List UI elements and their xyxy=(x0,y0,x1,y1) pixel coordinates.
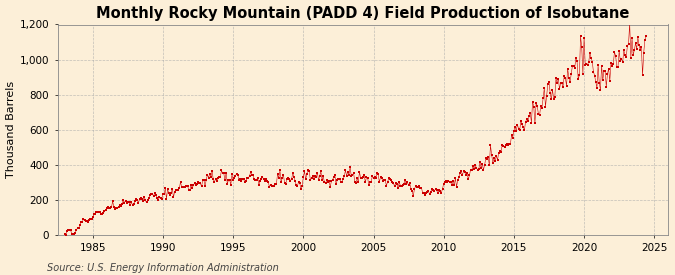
Text: Source: U.S. Energy Information Administration: Source: U.S. Energy Information Administ… xyxy=(47,263,279,273)
Title: Monthly Rocky Mountain (PADD 4) Field Production of Isobutane: Monthly Rocky Mountain (PADD 4) Field Pr… xyxy=(97,6,630,21)
Y-axis label: Thousand Barrels: Thousand Barrels xyxy=(5,81,16,178)
